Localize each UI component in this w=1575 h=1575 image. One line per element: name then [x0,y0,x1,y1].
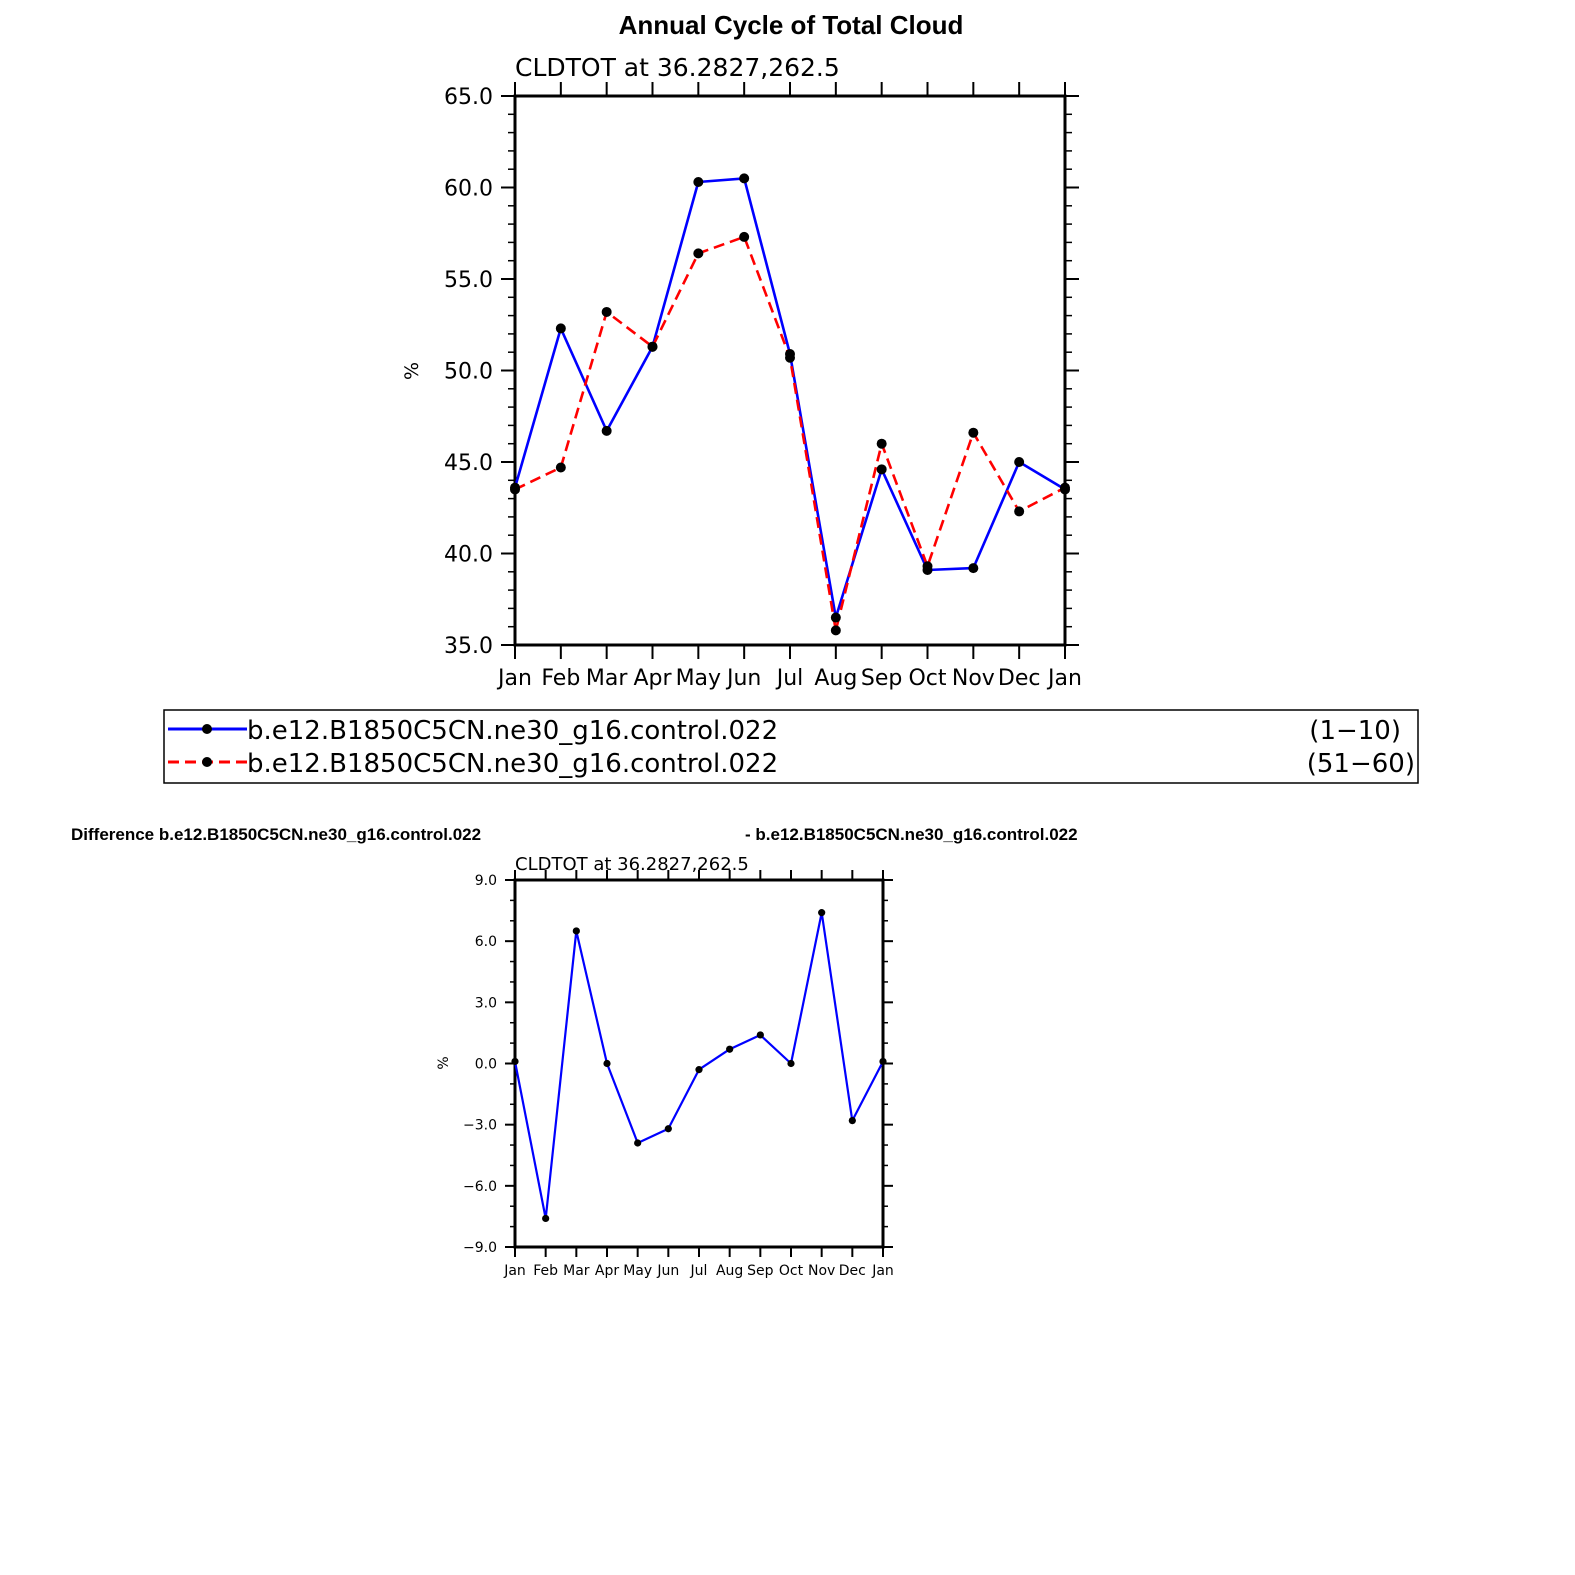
data-point-series-1 [695,1066,703,1074]
diff-title-right: - b.e12.B1850C5CN.ne30_g16.control.022 [745,825,1078,844]
difference-chart: CLDTOT at 36.2827,262.5 % 9.0 6.0 3.0 0.0 −3… [436,854,894,1279]
x-tick-label: Nov [808,1263,835,1279]
data-point-series-1 [739,173,750,184]
data-point-series-2 [739,231,750,242]
x-tick-label: Mar [563,1263,590,1279]
x-tick-label: May [676,666,721,691]
legend-box [163,709,1419,784]
data-point-series-1 [572,927,580,935]
y-tick-label: −6.0 [463,1179,497,1195]
x-tick-label: Mar [586,666,628,691]
legend-label-1: b.e12.B1850C5CN.ne30_g16.control.022 [247,716,778,746]
difference-chart-subtitle: CLDTOT at 36.2827,262.5 [515,854,749,875]
x-tick-label: Dec [839,1263,866,1279]
y-tick-label: 6.0 [475,934,497,950]
data-point-series-2 [693,248,704,259]
x-tick-label: Jan [496,666,532,691]
y-tick-label: 65.0 [444,85,493,110]
x-tick-label: Sep [747,1263,774,1279]
data-point-series-2 [785,352,795,363]
y-tick-label: 55.0 [444,268,493,293]
data-point-series-1 [756,1031,764,1039]
x-tick-label: Aug [814,666,857,691]
x-tick-label: Jun [656,1263,679,1279]
legend-years-1: (1−10) [1309,716,1401,746]
x-tick-label: Jan [1046,666,1082,691]
legend-marker-1 [202,724,212,734]
x-tick-label: Jun [725,666,761,691]
data-point-series-1 [848,1116,856,1125]
diff-title-left: Difference b.e12.B1850C5CN.ne30_g16.cont… [71,825,481,844]
y-tick-label: −9.0 [463,1240,497,1256]
data-point-series-1 [879,1057,887,1066]
data-point-series-1 [726,1045,734,1053]
data-point-series-1 [511,1057,519,1066]
top-chart-ylabel: % [401,362,423,380]
main-title: Annual Cycle of Total Cloud [619,10,964,40]
top-chart: CLDTOT at 36.2827,262.5 % 65.0 60.0 55.0 50… [401,53,1082,691]
y-tick-label: 9.0 [475,873,497,889]
data-point-series-2 [876,438,887,449]
x-tick-label: May [623,1263,652,1279]
data-point-series-2 [922,561,933,572]
x-tick-label: Sep [861,666,902,691]
x-tick-label: Oct [908,666,946,691]
data-point-series-1 [693,177,704,188]
legend: b.e12.B1850C5CN.ne30_g16.control.022 (1−… [163,709,1419,784]
y-tick-label: 40.0 [444,542,493,567]
y-tick-label: 3.0 [475,995,497,1011]
difference-chart-ylabel: % [436,1056,452,1069]
data-point-series-1 [787,1059,795,1068]
data-point-series-1 [968,563,979,574]
y-tick-label: 45.0 [444,451,493,476]
x-tick-label: Apr [595,1263,619,1279]
data-point-series-1 [603,1059,611,1068]
x-tick-label: Jan [871,1263,894,1279]
legend-label-2: b.e12.B1850C5CN.ne30_g16.control.022 [247,749,778,779]
x-tick-label: Jan [503,1263,526,1279]
x-tick-label: Aug [716,1263,743,1279]
data-point-series-1 [555,323,566,334]
x-tick-label: Feb [541,666,580,691]
data-point-series-1 [634,1139,642,1147]
x-tick-label: Dec [998,666,1041,691]
x-tick-label: Oct [779,1263,804,1279]
data-point-series-2 [555,462,566,473]
x-tick-label: Apr [633,666,672,691]
data-point-series-1 [542,1214,550,1223]
data-point-series-2 [601,306,612,317]
data-point-series-1 [830,612,841,623]
data-point-series-1 [876,464,887,475]
data-point-series-1 [601,425,612,436]
data-point-series-2 [830,625,841,636]
x-tick-label: Feb [533,1263,558,1279]
x-tick-label: Nov [952,666,995,691]
data-point-series-2 [1060,482,1070,493]
data-point-series-1 [1014,457,1025,467]
x-tick-label: Jul [775,666,804,691]
data-point-series-2 [510,484,520,495]
data-point-series-2 [647,341,658,352]
data-point-series-1 [664,1125,672,1133]
y-tick-label: 35.0 [444,634,493,659]
y-tick-label: 50.0 [444,359,493,384]
y-tick-label: 60.0 [444,176,493,201]
legend-years-2: (51−60) [1307,749,1415,779]
data-point-series-2 [1014,506,1025,517]
y-tick-label: −3.0 [463,1118,497,1134]
data-point-series-2 [968,427,979,438]
top-chart-subtitle: CLDTOT at 36.2827,262.5 [515,53,840,82]
y-tick-label: 0.0 [475,1057,497,1073]
legend-marker-2 [202,757,212,767]
data-point-series-1 [818,909,826,917]
x-tick-label: Jul [690,1263,708,1279]
